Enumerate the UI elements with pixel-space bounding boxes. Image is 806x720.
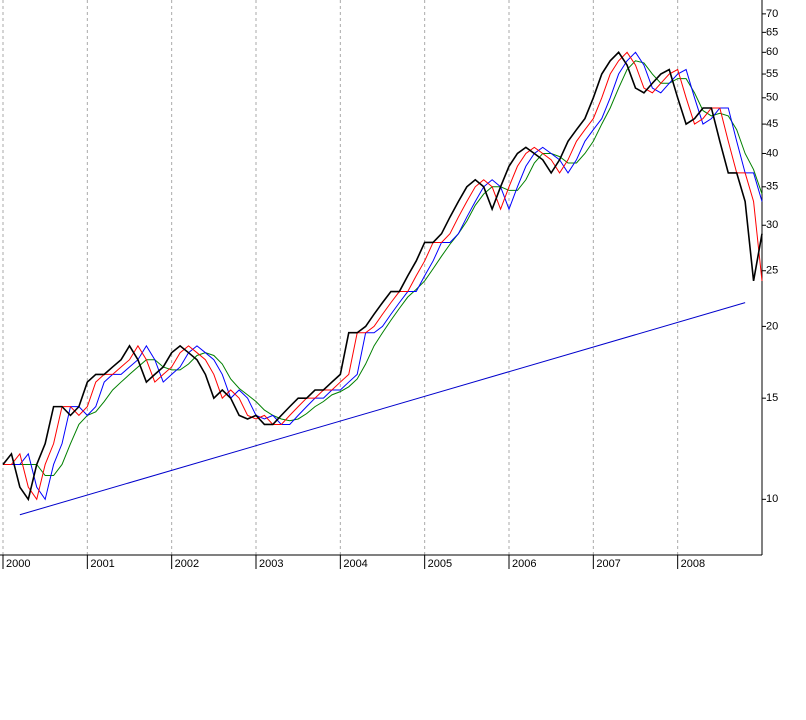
price-line xyxy=(3,51,763,501)
x-tick-label: 2001 xyxy=(90,558,114,570)
y-tick-label: 50 xyxy=(766,92,778,104)
y-tick-label: 60 xyxy=(766,46,778,58)
y-tick-label: 65 xyxy=(766,26,778,38)
y-tick-label: 25 xyxy=(766,265,778,277)
x-tick-label: 2002 xyxy=(175,558,199,570)
trend-line xyxy=(19,302,746,516)
x-tick-label: 2003 xyxy=(259,558,283,570)
y-tick-label: 10 xyxy=(766,493,778,505)
y-tick-label: 70 xyxy=(766,8,778,20)
x-tick-label: 2007 xyxy=(596,558,620,570)
price-line xyxy=(3,60,763,477)
x-tick-label: 2006 xyxy=(512,558,536,570)
y-tick-label: 30 xyxy=(766,219,778,231)
y-tick-label: 55 xyxy=(766,68,778,80)
x-tick-label: 2004 xyxy=(343,558,367,570)
y-tick-label: 45 xyxy=(766,118,778,130)
y-tick-label: 40 xyxy=(766,147,778,159)
y-tick-label: 15 xyxy=(766,392,778,404)
price-line xyxy=(3,51,763,501)
price-line xyxy=(2,51,763,502)
y-tick-label: 20 xyxy=(766,320,778,332)
x-tick-label: 2000 xyxy=(6,558,30,570)
y-tick-label: 35 xyxy=(766,181,778,193)
x-tick-label: 2008 xyxy=(681,558,705,570)
x-tick-label: 2005 xyxy=(428,558,452,570)
